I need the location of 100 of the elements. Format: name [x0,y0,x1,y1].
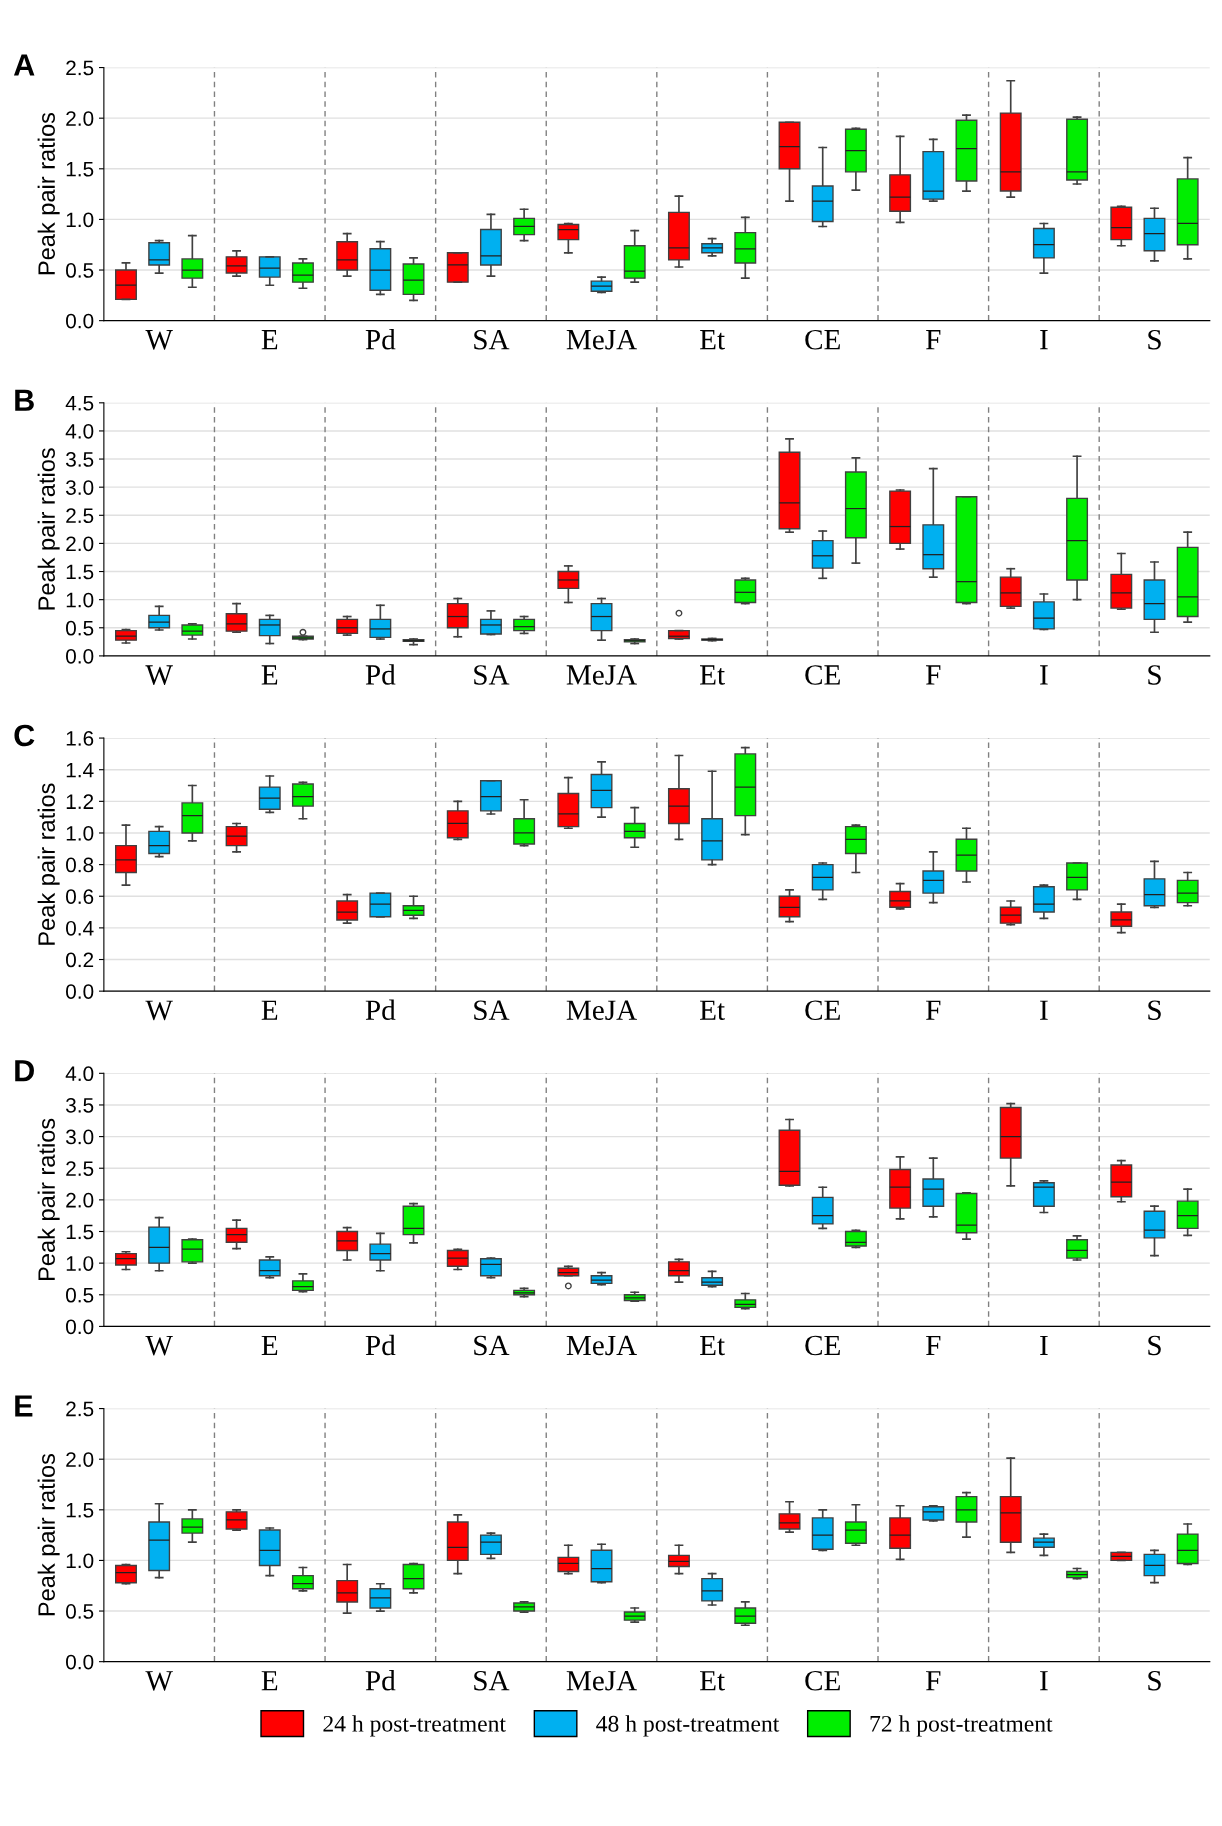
x-tick-label: S [1148,329,1161,350]
x-tick-label: MeJA [566,329,637,350]
y-tick-label: 0.5 [66,620,94,636]
x-tick-label: I [1040,1000,1048,1020]
y-tick-label: 0.0 [66,648,94,664]
y-tick-label: 2.5 [66,1161,94,1176]
chart-title: A [13,54,35,76]
y-axis-title: Peak pair ratios [37,112,60,275]
x-tick-label: S [1148,1335,1161,1356]
y-tick-label: 1.0 [66,825,94,841]
x-tick-label: I [1040,1671,1048,1691]
x-tick-label: F [926,330,941,350]
x-tick-label: F [926,1671,941,1691]
x-tick-label: I [1040,665,1048,685]
y-tick-label: 2.5 [66,60,94,76]
y-tick-label: 2.0 [66,1452,94,1467]
x-tick-label: SA [474,665,510,685]
x-tick-label: Et [700,1671,725,1691]
y-tick-label: 1.5 [66,1224,94,1240]
x-tick-label: E [261,665,278,685]
y-tick-label: 0.2 [66,952,94,968]
y-tick-label: 4.5 [65,396,94,411]
x-tick-label: I [1040,1335,1048,1355]
x-tick-label: SA [474,1335,510,1356]
y-tick-label: 1.0 [66,1256,94,1271]
y-axis-title: Peak pair ratios [37,1453,60,1616]
x-tick-label: S [1148,665,1161,685]
x-tick-label: Et [700,665,725,685]
x-tick-label: SA [474,1000,510,1021]
x-tick-label: Et [700,330,725,350]
y-tick-label: 1.0 [66,1553,94,1569]
y-tick-label: 0.0 [66,313,94,329]
y-axis-title: Peak pair ratios [37,783,60,945]
y-tick-label: 2.5 [66,1401,94,1417]
y-tick-label: 1.0 [66,592,94,608]
chart-title: D [15,1060,34,1082]
x-tick-label: CE [805,329,840,350]
y-tick-label: 1.4 [66,762,94,778]
y-tick-label: 0.0 [66,1654,94,1670]
x-tick-label: CE [805,1335,840,1356]
x-tick-label: I [1040,330,1048,350]
y-tick-label: 1.6 [66,731,94,746]
x-tick-label: F [926,665,941,685]
x-tick-label: W [145,1671,173,1691]
y-tick-label: 1.5 [66,162,94,177]
legend-label: 72 h post-treatment [870,1715,1053,1737]
x-tick-label: MeJA [566,1335,637,1356]
legend-label: 24 h post-treatment [323,1715,506,1737]
y-tick-label: 0.5 [66,263,94,278]
y-tick-label: 3.0 [65,1129,94,1145]
y-tick-label: 3.5 [65,1097,94,1113]
y-tick-label: 3.0 [65,480,94,495]
x-tick-label: Et [700,1000,725,1021]
chart-title: E [15,1395,33,1417]
legend-label: 48 h post-treatment [596,1715,780,1737]
y-tick-label: 2.0 [66,536,94,552]
chart-title: C [14,724,35,747]
x-tick-label: Pd [365,664,396,685]
x-tick-label: CE [805,1000,840,1021]
y-axis-title: Peak pair ratios [37,1118,60,1280]
y-tick-label: 2.0 [66,111,94,126]
x-tick-label: S [1148,1000,1161,1021]
y-tick-label: 4.0 [65,423,94,439]
y-tick-label: 1.0 [66,212,94,228]
x-tick-label: Pd [365,328,396,350]
x-tick-label: E [261,1335,278,1355]
y-tick-label: 1.5 [66,564,94,580]
x-tick-label: W [145,665,173,685]
y-tick-label: 0.8 [66,857,94,873]
x-tick-label: E [261,1000,278,1020]
y-tick-label: 0.6 [66,889,94,904]
x-tick-label: SA [474,329,510,350]
x-tick-label: W [145,330,173,350]
y-tick-label: 2.0 [66,1192,94,1208]
x-tick-label: S [1148,1670,1161,1691]
x-tick-label: Pd [365,999,396,1021]
y-tick-label: 0.5 [66,1604,94,1619]
x-tick-label: W [145,1335,173,1356]
x-tick-label: MeJA [566,1670,637,1691]
x-tick-label: Pd [365,1669,396,1691]
y-tick-label: 0.4 [66,920,94,936]
x-tick-label: E [261,1671,278,1691]
x-tick-label: CE [805,665,840,685]
x-tick-label: W [145,1000,173,1021]
x-tick-label: Pd [365,1334,396,1356]
y-tick-label: 1.5 [66,1503,94,1518]
y-axis-title: Peak pair ratios [37,448,60,610]
x-tick-label: E [261,330,278,350]
y-tick-label: 0.0 [66,984,94,999]
y-tick-label: 3.5 [65,452,94,467]
y-tick-label: 0.0 [66,1319,94,1335]
y-tick-label: 1.2 [66,794,94,809]
x-tick-label: MeJA [566,1000,637,1021]
y-tick-label: 2.5 [66,508,94,524]
y-tick-label: 0.5 [66,1287,94,1303]
y-tick-label: 4.0 [65,1066,94,1082]
x-tick-label: Et [700,1335,725,1356]
x-tick-label: MeJA [566,665,637,685]
x-tick-label: SA [474,1670,510,1691]
x-tick-label: F [926,1335,941,1355]
